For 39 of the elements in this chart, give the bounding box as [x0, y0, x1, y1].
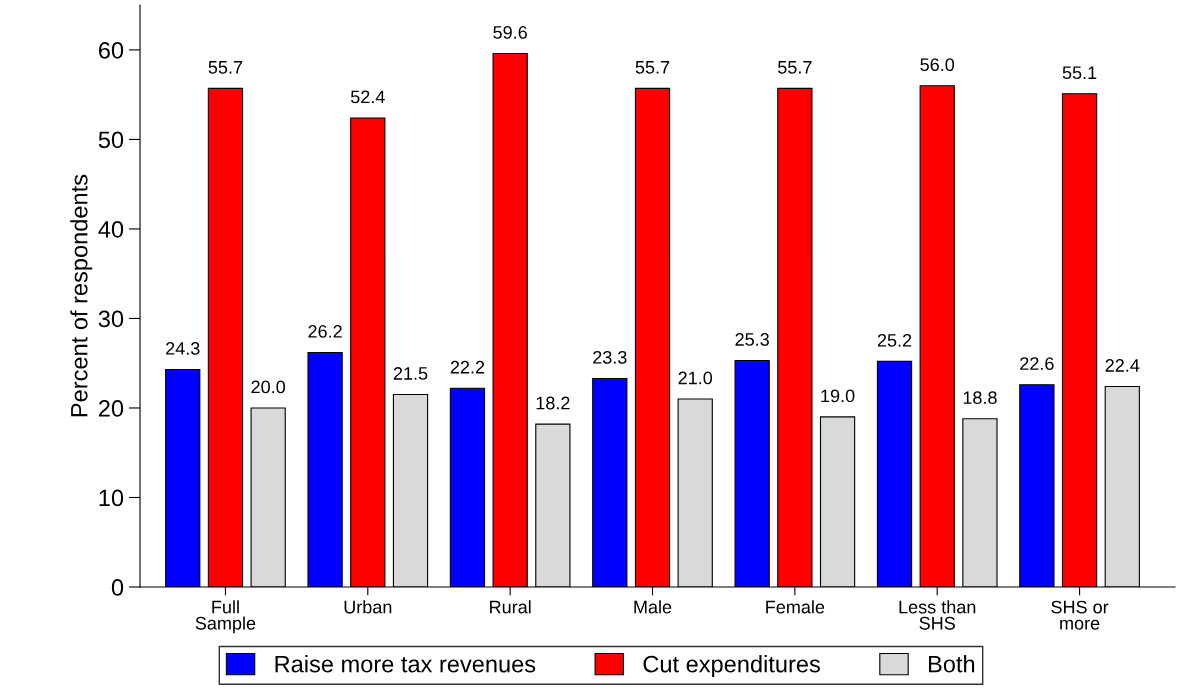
legend-label: Both: [928, 655, 975, 673]
data-label: 18.2: [536, 396, 570, 410]
data-label: 21.5: [393, 367, 428, 380]
data-label: 22.6: [1020, 357, 1054, 371]
data-label: 52.4: [350, 90, 385, 104]
y-tick-label: 20: [98, 400, 124, 417]
data-label: 23.3: [593, 350, 627, 364]
y-tick-label: 40: [98, 221, 124, 238]
x-tick-label: Female: [766, 600, 825, 614]
x-tick-label: Urban: [344, 600, 392, 614]
y-tick-label: 10: [99, 489, 124, 507]
data-label: 25.2: [877, 333, 912, 347]
y-tick-label: 60: [99, 41, 124, 59]
data-label: 22.4: [1105, 359, 1140, 372]
x-tick-label: Less than SHS: [899, 600, 976, 630]
data-label: 55.7: [635, 61, 670, 74]
data-label: 55.1: [1062, 66, 1097, 80]
data-label: 19.0: [821, 389, 855, 403]
data-label: 22.2: [450, 360, 485, 374]
data-label: 59.6: [493, 26, 527, 39]
y-tick-label: 30: [98, 310, 124, 328]
x-tick-label: Male: [634, 600, 672, 614]
y-tick-label: 50: [98, 131, 124, 149]
data-label: 26.2: [308, 325, 342, 338]
x-tick-label: Full Sample: [195, 600, 256, 634]
data-label: 21.0: [678, 371, 713, 385]
data-label: 56.0: [920, 58, 955, 72]
legend-label: Cut expenditures: [643, 655, 820, 678]
legend-label: Raise more tax revenues: [275, 655, 536, 673]
y-axis-title: Percent of respondents: [70, 174, 93, 417]
data-label: 55.7: [208, 61, 243, 74]
x-tick-label: SHS or more: [1051, 600, 1109, 630]
y-tick-label: 0: [111, 579, 124, 596]
data-label: 20.0: [251, 380, 286, 394]
x-tick-label: Rural: [490, 600, 531, 614]
data-label: 55.7: [778, 61, 812, 74]
data-label: 18.8: [963, 391, 997, 405]
data-label: 25.3: [735, 333, 769, 346]
data-label: 24.3: [166, 342, 200, 355]
